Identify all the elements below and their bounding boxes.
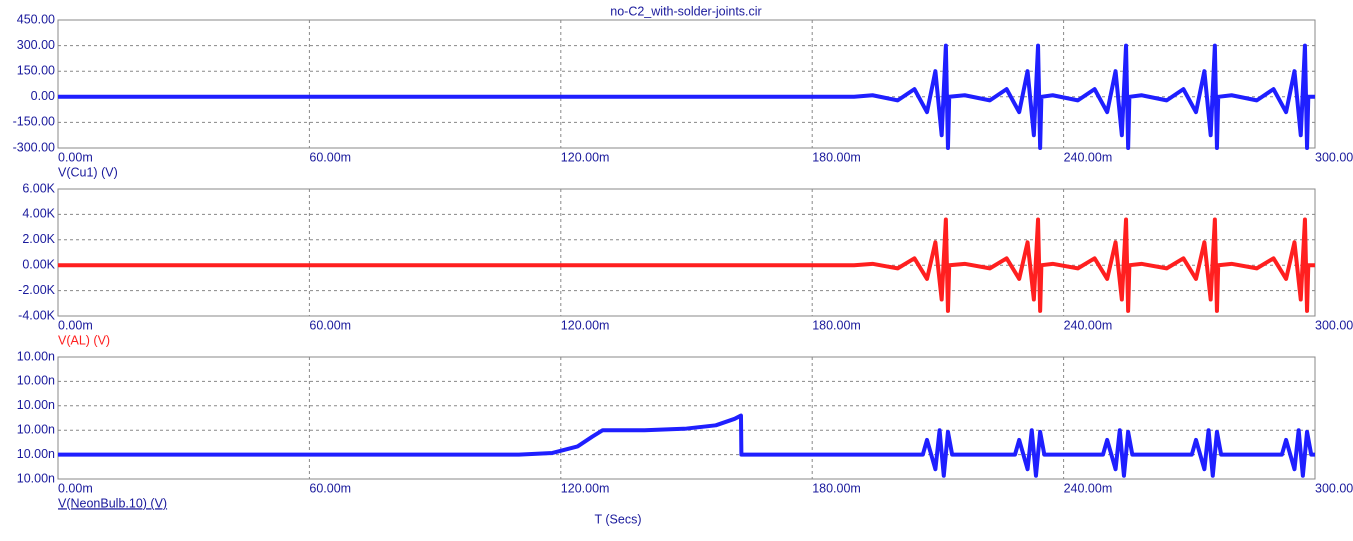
x-tick-label: 240.00m [1064, 481, 1113, 495]
x-tick-label: 180.00m [812, 481, 861, 495]
plot-frame [57, 188, 1316, 317]
y-tick-label: 450.00 [17, 12, 55, 26]
x-tick-label: 0.00m [58, 481, 93, 495]
trace-label: V(NeonBulb.10) (V) [58, 496, 167, 510]
y-tick-label: 10.00n [17, 447, 55, 461]
x-tick-label: 0.00m [58, 318, 93, 332]
x-tick-label: 120.00m [561, 481, 610, 495]
plot-frame [57, 19, 1316, 149]
y-tick-label: -4.00K [18, 308, 55, 322]
trace [58, 413, 1315, 478]
y-tick-label: 4.00K [22, 207, 55, 221]
y-tick-label: 10.00n [17, 422, 55, 436]
y-tick-label: 2.00K [22, 232, 55, 246]
x-tick-label: 300.00m [1315, 150, 1353, 164]
x-tick-label: 300.00m [1315, 318, 1353, 332]
y-tick-label: 10.00n [17, 471, 55, 485]
y-tick-label: 150.00 [17, 63, 55, 77]
x-tick-label: 180.00m [812, 150, 861, 164]
trace [58, 43, 1315, 150]
trace-label: V(AL) (V) [58, 333, 110, 347]
x-tick-label: 60.00m [309, 481, 351, 495]
x-tick-label: 60.00m [309, 318, 351, 332]
x-tick-label: 0.00m [58, 150, 93, 164]
y-tick-label: 0.00 [31, 89, 55, 103]
x-axis-label: T (Secs) [595, 512, 642, 526]
y-tick-label: 6.00K [22, 181, 55, 195]
chart-title: no-C2_with-solder-joints.cir [610, 4, 761, 18]
y-tick-label: 10.00n [17, 398, 55, 412]
y-tick-label: 10.00n [17, 349, 55, 363]
x-tick-label: 60.00m [309, 150, 351, 164]
y-tick-label: -300.00 [13, 140, 55, 154]
trace-label: V(Cu1) (V) [58, 165, 118, 179]
x-tick-label: 240.00m [1064, 318, 1113, 332]
x-tick-label: 120.00m [561, 318, 610, 332]
y-tick-label: 10.00n [17, 374, 55, 388]
y-tick-label: 0.00K [22, 257, 55, 271]
y-tick-label: 300.00 [17, 38, 55, 52]
x-tick-label: 300.00m [1315, 481, 1353, 495]
x-tick-label: 240.00m [1064, 150, 1113, 164]
x-tick-label: 120.00m [561, 150, 610, 164]
x-tick-label: 180.00m [812, 318, 861, 332]
trace [58, 217, 1315, 313]
y-tick-label: -2.00K [18, 283, 55, 297]
y-tick-label: -150.00 [13, 115, 55, 129]
